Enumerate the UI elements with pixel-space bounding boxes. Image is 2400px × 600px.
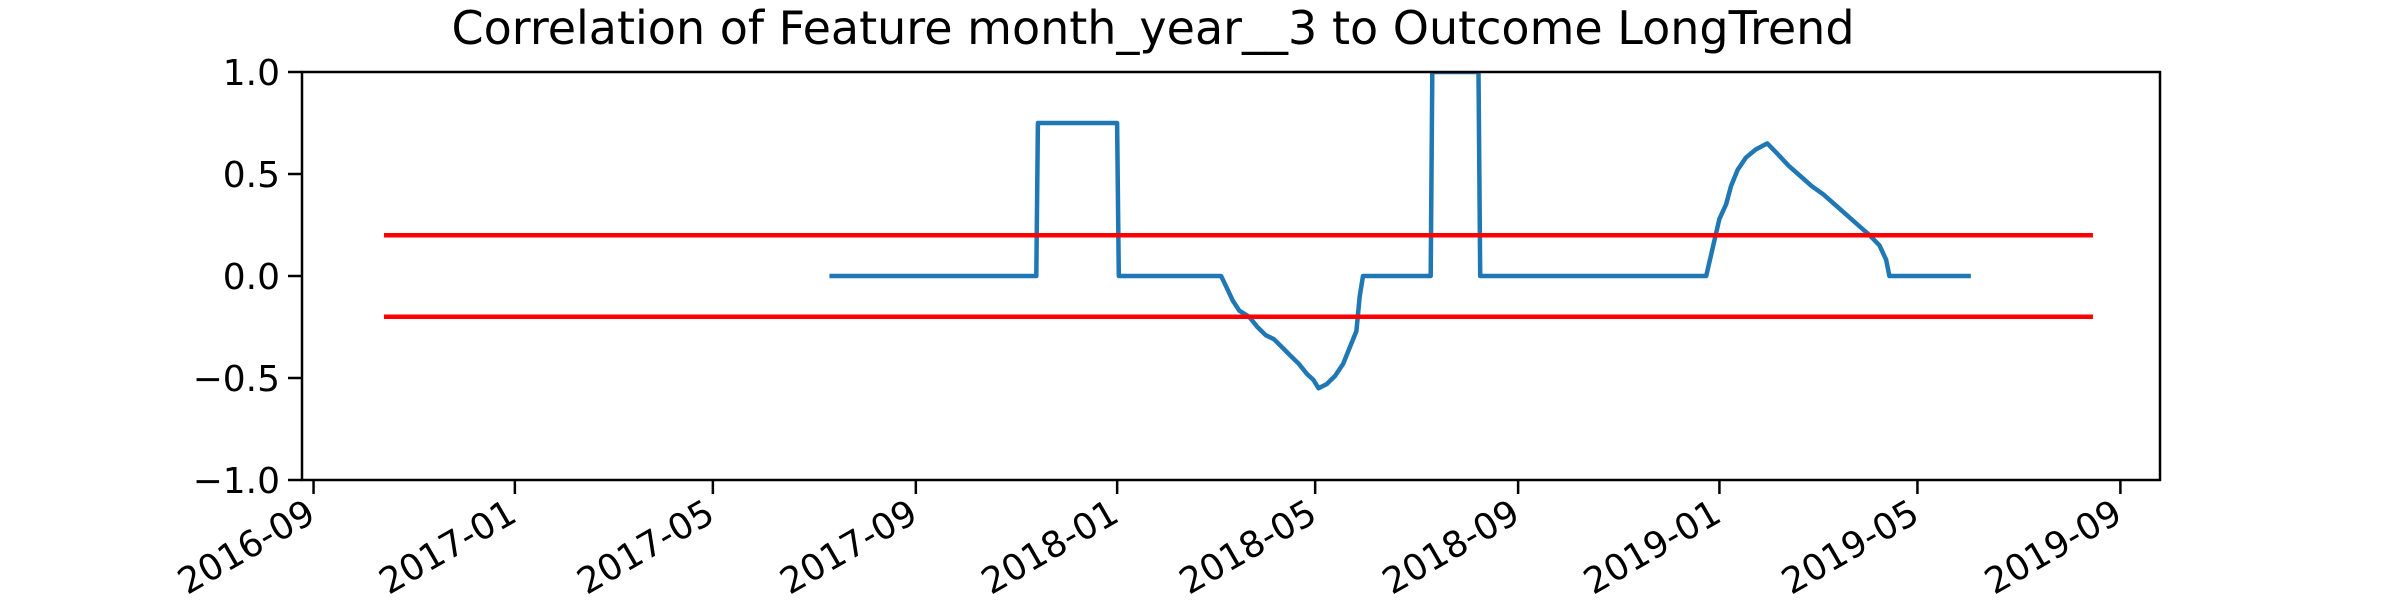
x-tick-label: 2017-01 xyxy=(373,492,524,600)
x-tick-label: 2019-05 xyxy=(1775,492,1926,600)
series-layer xyxy=(383,72,2093,391)
x-tick-label: 2018-01 xyxy=(975,492,1126,600)
y-tick-label: −0.5 xyxy=(193,359,280,400)
x-axis: 2016-09 2017-01 2017-05 2017-09 2018-01 2018-… xyxy=(171,480,2129,600)
y-axis: −1.0 −0.5 0.0 0.5 1.0 xyxy=(193,53,302,502)
x-tick-label: 2018-05 xyxy=(1173,492,1324,600)
plot-frame xyxy=(300,70,2162,482)
y-tick-label: 0.0 xyxy=(223,257,280,298)
y-tick-label: 0.5 xyxy=(223,155,280,196)
x-tick-label: 2018-09 xyxy=(1376,492,1527,600)
y-tick-label: −1.0 xyxy=(193,461,280,502)
x-tick-label: 2019-01 xyxy=(1577,492,1728,600)
chart-title: Correlation of Feature month_year__3 to … xyxy=(451,1,1854,55)
x-tick-label: 2016-09 xyxy=(171,492,322,600)
y-tick-label: 1.0 xyxy=(223,53,280,94)
x-tick-label: 2019-09 xyxy=(1978,492,2129,600)
series-line-0 xyxy=(829,72,1971,391)
x-tick-label: 2017-09 xyxy=(774,492,925,600)
x-tick-label: 2017-05 xyxy=(571,492,722,600)
